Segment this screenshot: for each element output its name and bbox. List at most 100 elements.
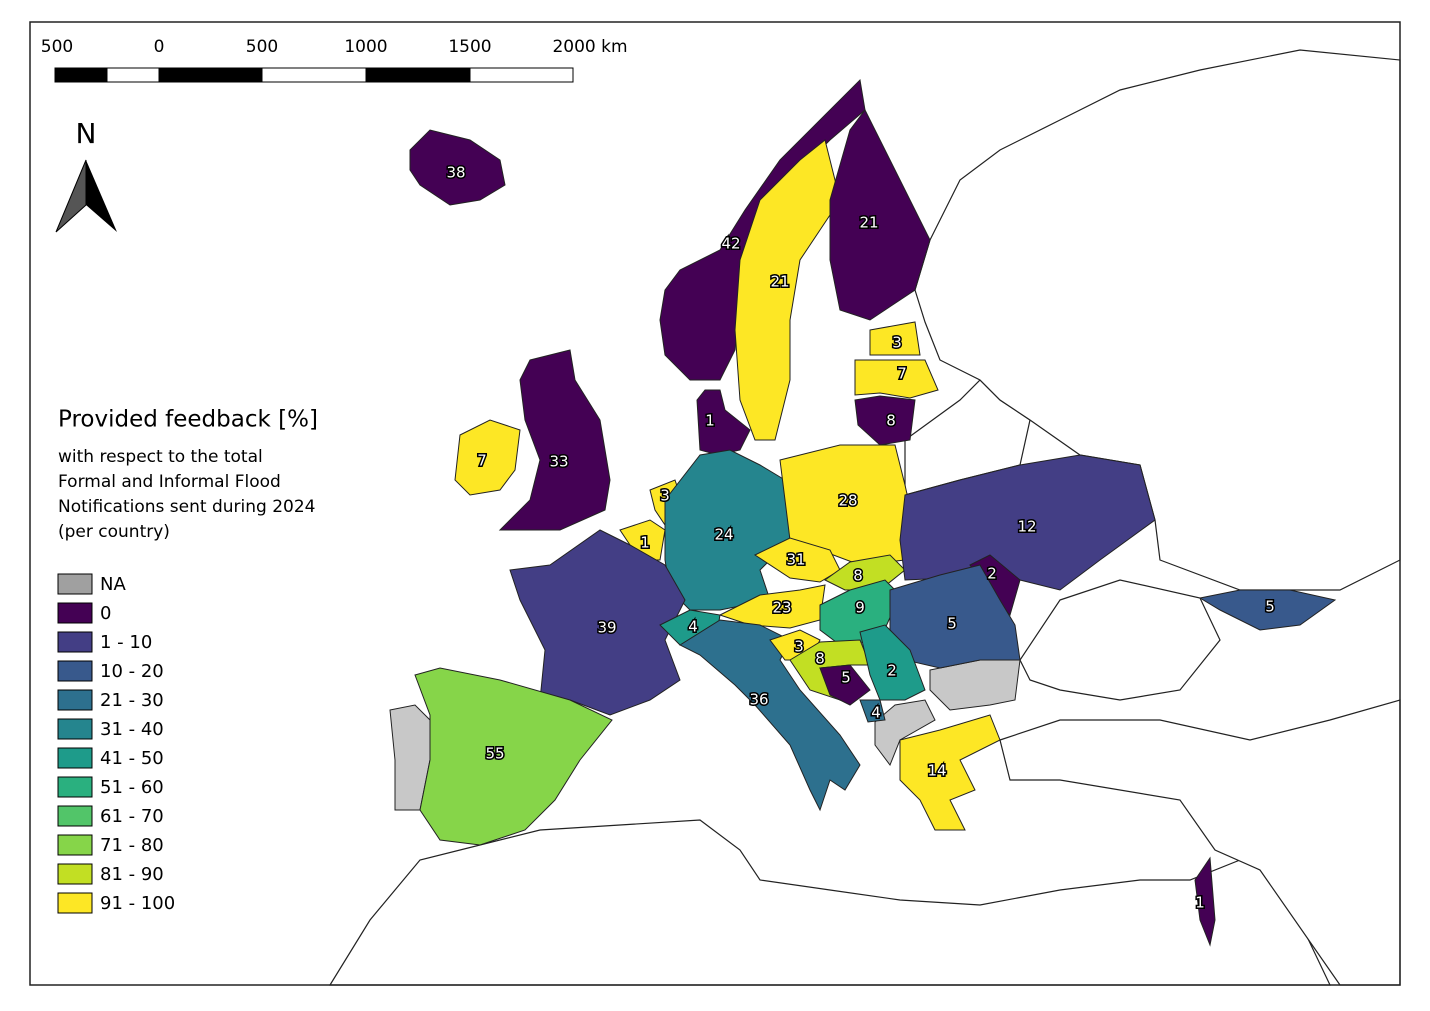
legend-label: 71 - 80 — [100, 835, 164, 856]
country-label: 12 — [1017, 518, 1036, 536]
country-label: 8 — [853, 567, 863, 585]
legend-label: 21 - 30 — [100, 690, 164, 711]
legend-label: 51 - 60 — [100, 777, 164, 798]
na-country — [874, 699, 936, 767]
legend-swatch — [57, 573, 93, 595]
legend-swatch — [57, 834, 93, 856]
legend: Provided feedback [%] with respect to th… — [57, 407, 318, 914]
country-label: 8 — [815, 650, 825, 668]
country-label: 39 — [597, 619, 616, 637]
country-label: 5 — [947, 615, 957, 633]
legend-swatch — [57, 689, 93, 711]
country-label: 9 — [855, 599, 865, 617]
map-frame — [29, 21, 1401, 986]
country-label: 1 — [1195, 894, 1205, 912]
north-arrow-right — [86, 160, 117, 232]
legend-label: 41 - 50 — [100, 748, 164, 769]
country-label: 5 — [841, 669, 851, 687]
country-label: 55 — [485, 745, 504, 763]
legend-title: Provided feedback [%] — [58, 407, 318, 433]
country-label: 28 — [838, 492, 857, 510]
legend-swatch — [57, 660, 93, 682]
country — [859, 699, 886, 723]
scale-label: 1500 — [448, 37, 491, 57]
legend-swatch — [57, 805, 93, 827]
legend-subtitle: with respect to the total — [58, 447, 263, 467]
country-label: 2 — [987, 565, 997, 583]
country — [509, 529, 686, 716]
country — [734, 139, 841, 441]
country-label: 8 — [886, 412, 896, 430]
scale-segment — [469, 67, 574, 83]
scale-segment — [365, 67, 471, 83]
north-label: N — [76, 117, 97, 150]
country — [414, 667, 613, 846]
country — [696, 389, 751, 456]
country-label: 3 — [660, 487, 670, 505]
country — [454, 419, 521, 496]
north-arrow: N — [55, 117, 117, 233]
country-label: 14 — [927, 762, 946, 780]
scale-segment — [106, 67, 160, 83]
scale-segment — [158, 67, 263, 83]
legend-label: NA — [100, 574, 126, 595]
scale-label: 500 — [41, 37, 73, 57]
scale-label: 500 — [246, 37, 278, 57]
legend-label: 1 - 10 — [100, 632, 152, 653]
surrounding-land — [328, 49, 1401, 986]
country — [498, 349, 611, 531]
legend-swatch — [57, 631, 93, 653]
legend-swatch — [57, 776, 93, 798]
country-label: 21 — [859, 214, 878, 232]
scale-segment — [261, 67, 367, 83]
country — [854, 359, 939, 399]
country-label: 5 — [1265, 598, 1275, 616]
legend-swatch — [57, 892, 93, 914]
country-label: 7 — [477, 452, 487, 470]
legend-label: 0 — [100, 603, 111, 624]
countries — [389, 78, 1337, 947]
legend-label: 31 - 40 — [100, 719, 164, 740]
legend-label: 61 - 70 — [100, 806, 164, 827]
country-label: 1 — [640, 534, 650, 552]
legend-swatch — [57, 863, 93, 885]
country — [409, 129, 506, 206]
legend-swatch — [57, 747, 93, 769]
country — [899, 714, 1001, 831]
country — [859, 624, 926, 701]
country-label: 3 — [794, 638, 804, 656]
country — [869, 321, 921, 356]
scale-segment — [54, 67, 108, 83]
scale-label: 0 — [154, 37, 165, 57]
country-label: 3 — [892, 334, 902, 352]
country — [819, 664, 871, 706]
country — [829, 109, 931, 321]
country-label: 42 — [721, 235, 740, 253]
country-label: 21 — [770, 273, 789, 291]
legend-subtitle: Formal and Informal Flood — [58, 472, 281, 492]
country — [854, 395, 916, 446]
legend-swatch — [57, 718, 93, 740]
country-label: 33 — [549, 453, 568, 471]
country-label: 1 — [705, 412, 715, 430]
scale-label: 1000 — [344, 37, 387, 57]
country-label: 23 — [772, 599, 791, 617]
black-sea-coast-outline — [1019, 579, 1221, 701]
scale-label: 2000 km — [552, 37, 627, 57]
country — [1194, 856, 1216, 947]
country — [899, 454, 1156, 591]
legend-swatch — [57, 602, 93, 624]
country-label: 2 — [887, 662, 897, 680]
legend-subtitle: Notifications sent during 2024 — [58, 497, 315, 517]
country-label: 4 — [688, 618, 698, 636]
legend-label: 10 - 20 — [100, 661, 164, 682]
country — [678, 619, 861, 812]
country-label: 36 — [749, 691, 768, 709]
scale-bar: 500 0 500 1000 1500 2000 km — [41, 37, 628, 83]
country-label: 7 — [897, 365, 907, 383]
country-label: 38 — [446, 164, 465, 182]
country — [1198, 589, 1337, 631]
country-label: 31 — [786, 551, 805, 569]
